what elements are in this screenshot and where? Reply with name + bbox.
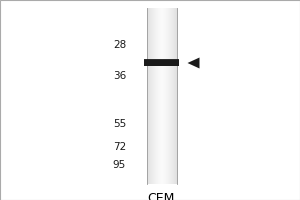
Bar <box>168 8 169 184</box>
Polygon shape <box>188 58 200 68</box>
Bar <box>170 8 172 184</box>
Bar <box>150 8 151 184</box>
Bar <box>148 8 150 184</box>
Bar <box>148 8 149 184</box>
Bar <box>144 64 178 65</box>
Bar <box>167 8 169 184</box>
Bar <box>144 59 178 60</box>
Text: CEM: CEM <box>147 192 174 200</box>
Bar <box>153 8 154 184</box>
Bar <box>158 8 159 184</box>
Bar <box>172 8 174 184</box>
Bar <box>144 60 178 61</box>
Bar <box>144 59 178 60</box>
Bar <box>146 8 148 184</box>
Bar <box>144 62 178 63</box>
Bar <box>176 8 177 184</box>
Bar <box>154 8 155 184</box>
Bar <box>144 60 178 61</box>
Text: 55: 55 <box>113 119 126 129</box>
Bar <box>155 8 156 184</box>
Bar <box>156 8 157 184</box>
Bar <box>144 65 178 66</box>
Bar <box>144 63 178 64</box>
Bar <box>144 64 178 65</box>
Bar <box>169 8 171 184</box>
Bar <box>157 8 158 184</box>
Bar <box>144 61 178 62</box>
Bar <box>173 8 175 184</box>
Bar <box>174 8 176 184</box>
Bar <box>144 65 178 66</box>
Bar <box>152 8 153 184</box>
Bar <box>162 8 163 184</box>
Bar <box>161 8 162 184</box>
Bar <box>164 8 165 184</box>
Text: 95: 95 <box>113 160 126 170</box>
Bar <box>144 60 178 66</box>
Bar <box>144 61 178 62</box>
Bar <box>151 8 152 184</box>
Text: 72: 72 <box>113 142 126 152</box>
Bar <box>160 8 161 184</box>
Bar <box>176 8 178 184</box>
Bar <box>171 8 172 184</box>
Bar <box>144 62 178 63</box>
Bar <box>159 8 160 184</box>
Bar <box>165 8 166 184</box>
Bar <box>166 8 167 184</box>
Text: 28: 28 <box>113 40 126 50</box>
Text: 36: 36 <box>113 71 126 81</box>
Bar <box>163 8 164 184</box>
Bar <box>144 63 178 64</box>
